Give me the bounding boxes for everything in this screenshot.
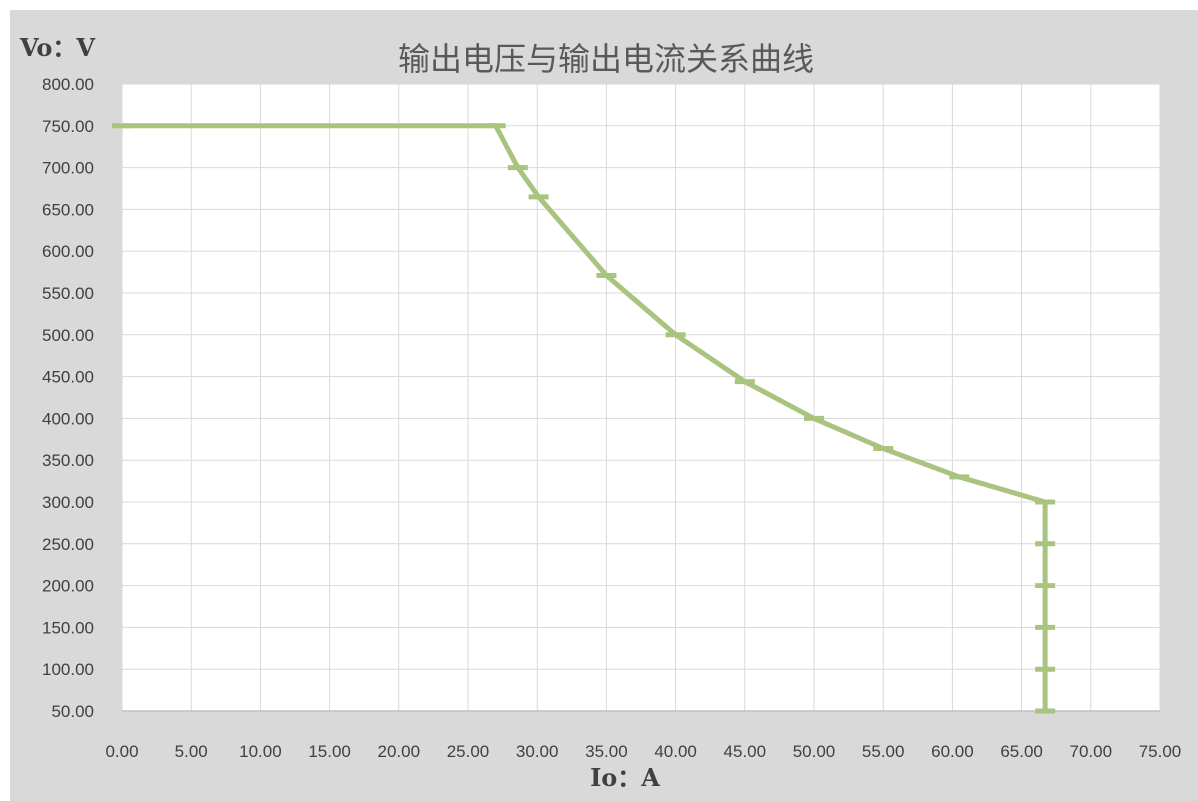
series-group — [112, 123, 1056, 714]
x-tick-label: 25.00 — [447, 742, 490, 761]
x-tick-label: 65.00 — [1000, 742, 1043, 761]
x-tick-label: 35.00 — [585, 742, 628, 761]
y-tick-label: 500.00 — [42, 326, 94, 345]
y-tick-label: 50.00 — [51, 702, 94, 721]
y-tick-label: 600.00 — [42, 242, 94, 261]
x-tick-label: 70.00 — [1070, 742, 1113, 761]
y-tick-label: 200.00 — [42, 577, 94, 596]
x-axis-label: Io：A — [590, 763, 660, 792]
x-tick-label: 5.00 — [175, 742, 208, 761]
x-tick-label: 20.00 — [378, 742, 421, 761]
x-tick-label: 60.00 — [931, 742, 974, 761]
chart-title: 输出电压与输出电流关系曲线 — [398, 40, 814, 78]
x-tick-label: 50.00 — [793, 742, 836, 761]
y-tick-label: 350.00 — [42, 451, 94, 470]
x-tick-label: 0.00 — [105, 742, 138, 761]
y-tick-label: 550.00 — [42, 284, 94, 303]
x-tick-label: 75.00 — [1139, 742, 1182, 761]
y-tick-label: 450.00 — [42, 368, 94, 387]
y-axis-ticks: 50.00 100.00 150.00 200.00 250.00 300.00 350.0… — [42, 75, 94, 721]
y-tick-label: 800.00 — [42, 75, 94, 94]
y-tick-label: 750.00 — [42, 117, 94, 136]
x-axis-ticks: 0.00 5.00 10.00 15.00 20.00 25.00 30.00 35.00 40… — [105, 742, 1181, 761]
plot-area — [122, 84, 1160, 711]
series-line — [122, 123, 1048, 711]
x-tick-label: 30.00 — [516, 742, 559, 761]
y-tick-label: 250.00 — [42, 535, 94, 554]
x-tick-label: 55.00 — [862, 742, 905, 761]
y-tick-label: 300.00 — [42, 493, 94, 512]
y-tick-label: 400.00 — [42, 409, 94, 428]
x-tick-label: 15.00 — [308, 742, 351, 761]
y-tick-label: 100.00 — [42, 660, 94, 679]
y-tick-label: 700.00 — [42, 159, 94, 178]
y-tick-label: 650.00 — [42, 200, 94, 219]
y-tick-label: 150.00 — [42, 618, 94, 637]
x-tick-label: 45.00 — [724, 742, 767, 761]
x-tick-label: 40.00 — [654, 742, 697, 761]
grid-lines — [121, 83, 1161, 712]
x-tick-label: 10.00 — [239, 742, 282, 761]
y-axis-label: Vo：V — [19, 33, 95, 62]
